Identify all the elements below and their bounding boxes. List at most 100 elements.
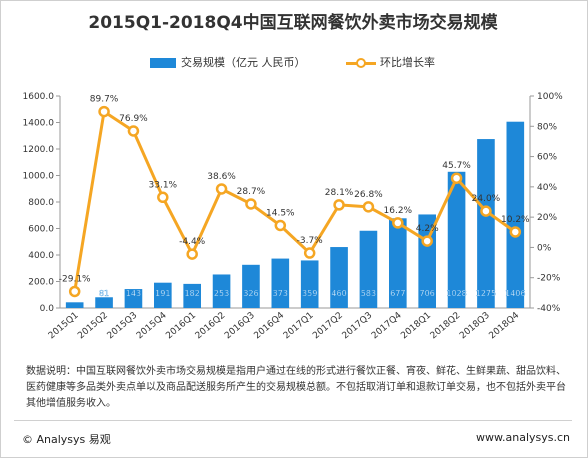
growth-label: 89.7% — [90, 95, 119, 105]
bar-value-label: 143 — [126, 289, 141, 298]
bar — [65, 302, 84, 308]
bar — [359, 230, 378, 308]
growth-point — [421, 235, 433, 247]
growth-point — [245, 198, 257, 210]
growth-point — [215, 183, 228, 195]
growth-label: 33.1% — [149, 180, 178, 190]
x-tick-label: 2018Q2 — [429, 311, 463, 342]
right-tick-label: -20% — [537, 274, 561, 284]
growth-label: 38.6% — [207, 172, 236, 182]
x-tick-label: 2017Q1 — [282, 311, 316, 342]
growth-point — [392, 217, 404, 229]
bar-value-label: 191 — [155, 289, 170, 298]
bar-value-label: 326 — [243, 289, 258, 298]
x-tick-label: 2017Q3 — [341, 311, 375, 342]
bar-value-label: 81 — [99, 289, 109, 298]
growth-label: 16.2% — [384, 206, 413, 216]
x-tick-label: 2016Q2 — [194, 311, 228, 342]
growth-point — [127, 125, 140, 137]
bar — [154, 282, 172, 308]
bar — [389, 218, 407, 308]
growth-label: 10.2% — [501, 215, 530, 225]
legend-line-label: 环比增长率 — [380, 56, 435, 69]
growth-point — [480, 205, 492, 217]
bar — [300, 260, 319, 308]
right-tick-label: 100% — [537, 92, 563, 102]
x-tick-label: 2015Q2 — [76, 311, 110, 342]
bar — [124, 289, 143, 308]
bar — [271, 258, 290, 308]
bar-value-label: 677 — [390, 289, 405, 298]
bar-value-label: 373 — [273, 289, 288, 298]
x-tick-label: 2016Q1 — [164, 311, 198, 342]
bar-value-label: 253 — [214, 289, 229, 298]
growth-label: 28.7% — [237, 187, 266, 197]
right-tick-label: 80% — [537, 122, 557, 132]
left-tick-label: 0.0 — [40, 304, 55, 314]
growth-label: -4.4% — [179, 237, 206, 247]
legend: 交易规模（亿元 人民币） 环比增长率 — [0, 54, 586, 70]
growth-label: 4.2% — [416, 224, 439, 234]
legend-bar-swatch — [150, 58, 176, 68]
bar — [242, 264, 260, 308]
left-tick-label: 400.0 — [28, 251, 54, 261]
x-tick-label: 2015Q1 — [47, 311, 81, 342]
legend-item-bar: 交易规模（亿元 人民币） — [150, 54, 306, 70]
legend-line-swatch — [346, 57, 376, 69]
bar-value-label: 359 — [302, 289, 317, 298]
growth-label: 45.7% — [442, 161, 471, 171]
bar-value-label: 706 — [420, 289, 435, 298]
bar — [183, 283, 201, 308]
right-tick-label: -40% — [537, 304, 561, 314]
x-tick-label: 2017Q4 — [370, 310, 404, 341]
growth-label: -3.7% — [297, 236, 324, 246]
bar — [477, 139, 495, 308]
bar — [447, 171, 466, 308]
right-tick-label: 20% — [537, 213, 557, 223]
site-url: www.analysys.cn — [476, 431, 570, 444]
bar-value-label: 1406 — [505, 289, 525, 298]
growth-label: 24.0% — [472, 194, 501, 204]
growth-point — [333, 199, 345, 211]
left-tick-label: 600.0 — [28, 225, 54, 235]
left-tick-label: 1600.0 — [23, 92, 55, 102]
left-tick-label: 800.0 — [28, 198, 54, 208]
bar — [95, 297, 113, 308]
x-tick-label: 2018Q3 — [458, 311, 492, 342]
left-tick-label: 200.0 — [28, 278, 54, 288]
right-tick-label: 0% — [537, 243, 552, 253]
bar — [506, 121, 525, 308]
growth-point — [362, 201, 375, 213]
chart-svg: 0.0 200.0 400.0 600.0 800.0 1000.0 1200.0 1400.… — [23, 92, 564, 342]
x-tick-label: 2015Q4 — [135, 310, 169, 341]
growth-label: 14.5% — [266, 208, 295, 218]
bar-value-label: 583 — [361, 289, 376, 298]
growth-point — [303, 247, 316, 259]
bar — [212, 274, 231, 308]
bar-value-label: 460 — [331, 289, 346, 298]
growth-label: 28.1% — [325, 188, 354, 198]
left-tick-label: 1000.0 — [23, 172, 55, 182]
x-tick-label: 2017Q2 — [311, 311, 345, 342]
chart-title: 2015Q1-2018Q4中国互联网餐饮外卖市场交易规模 — [88, 13, 498, 33]
growth-label: 26.8% — [354, 190, 383, 200]
growth-label: 76.9% — [119, 114, 148, 124]
bar — [330, 247, 348, 308]
growth-line — [73, 110, 517, 292]
x-tick-label: 2016Q3 — [223, 311, 257, 342]
growth-point — [157, 191, 169, 204]
growth-point — [274, 219, 287, 232]
footnote: 数据说明：中国互联网餐饮外卖市场交易规模是指用户通过在线的形式进行餐饮正餐、宵夜… — [26, 366, 566, 409]
x-tick-label: 2018Q1 — [399, 311, 433, 342]
legend-bar-label: 交易规模（亿元 人民币） — [181, 56, 306, 69]
growth-point — [186, 248, 198, 260]
left-tick-label: 1200.0 — [23, 145, 55, 155]
brand-text: © Analysys 易观 — [22, 433, 111, 446]
growth-point — [509, 226, 522, 238]
right-tick-label: 60% — [537, 153, 557, 163]
bar-value-label: 182 — [185, 289, 200, 298]
left-tick-label: 1400.0 — [23, 119, 55, 129]
growth-point — [98, 105, 110, 118]
growth-label: -29.1% — [59, 274, 91, 284]
bar-value-label: 1028 — [446, 289, 466, 298]
